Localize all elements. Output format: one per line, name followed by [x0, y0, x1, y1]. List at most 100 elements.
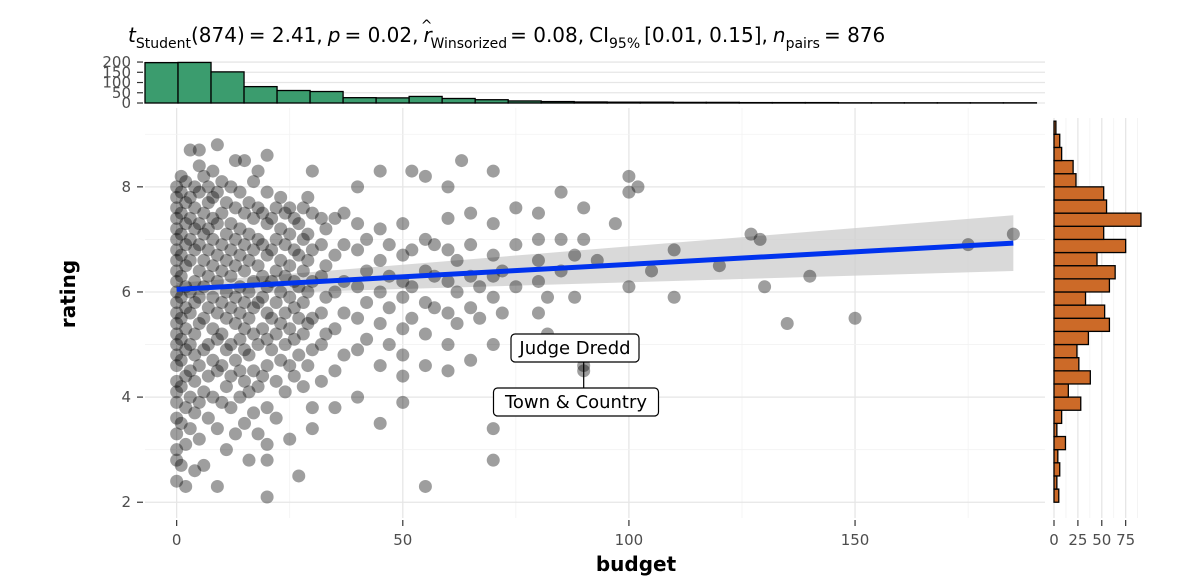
- scatter-point: [228, 290, 242, 304]
- scatter-point: [256, 206, 270, 220]
- scatter-point: [464, 238, 478, 252]
- scatter-point: [265, 211, 279, 225]
- scatter-point: [179, 401, 193, 415]
- scatter-point: [360, 295, 374, 309]
- scatter-point: [283, 259, 297, 273]
- scatter-point: [396, 322, 410, 336]
- scatter-point: [260, 148, 274, 162]
- scatter-point: [531, 274, 545, 288]
- scatter-point: [233, 390, 247, 404]
- right-hist-bar: [1053, 449, 1059, 464]
- right-hist-bar: [1053, 475, 1058, 490]
- top-hist-bar: [177, 61, 212, 104]
- scatter-point: [206, 232, 220, 246]
- scatter-point: [237, 238, 251, 252]
- scatter-point: [183, 253, 197, 267]
- scatter-point: [192, 185, 206, 199]
- scatter-point: [192, 432, 206, 446]
- scatter-point: [174, 290, 188, 304]
- scatter-point: [179, 175, 193, 189]
- scatter-point: [174, 332, 188, 346]
- scatter-point: [242, 196, 256, 210]
- scatter-point: [170, 427, 184, 441]
- scatter-point: [179, 259, 193, 273]
- scatter-point: [197, 343, 211, 357]
- scatter-point: [283, 227, 297, 241]
- scatter-point: [373, 164, 387, 178]
- scatter-point: [201, 338, 215, 352]
- scatter-point: [206, 259, 220, 273]
- x-axis-title: budget: [596, 552, 677, 576]
- subtitle-ci-sub: 95%: [609, 36, 640, 52]
- scatter-point: [242, 227, 256, 241]
- scatter-point: [360, 264, 374, 278]
- scatter-point: [174, 227, 188, 241]
- scatter-point: [328, 248, 342, 262]
- scatter-point: [328, 364, 342, 378]
- top-hist-bar: [639, 101, 674, 104]
- scatter-point: [373, 253, 387, 267]
- scatter-point: [183, 232, 197, 246]
- scatter-point: [509, 280, 523, 294]
- scatter-point: [848, 311, 862, 325]
- scatter-point: [188, 180, 202, 194]
- scatter-point: [210, 217, 224, 231]
- scatter-point: [283, 290, 297, 304]
- scatter-point: [305, 164, 319, 178]
- scatter-point: [179, 343, 193, 357]
- scatter-point: [170, 274, 184, 288]
- scatter-point: [464, 206, 478, 220]
- scatter-point: [373, 359, 387, 373]
- scatter-point: [509, 201, 523, 215]
- scatter-point: [577, 232, 591, 246]
- scatter-point: [486, 164, 500, 178]
- scatter-point: [188, 222, 202, 236]
- scatter-point: [192, 217, 206, 231]
- scatter-point: [237, 343, 251, 357]
- scatter-point: [405, 243, 419, 257]
- scatter-point: [328, 211, 342, 225]
- scatter-point: [224, 369, 238, 383]
- scatter-point: [296, 295, 310, 309]
- scatter-point: [405, 164, 419, 178]
- scatter-point: [197, 206, 211, 220]
- scatter-point: [305, 401, 319, 415]
- scatter-point: [301, 317, 315, 331]
- scatter-point: [237, 154, 251, 168]
- scatter-point: [219, 227, 233, 241]
- scatter-point: [337, 348, 351, 362]
- scatter-point: [174, 206, 188, 220]
- scatter-point: [174, 458, 188, 472]
- scatter-point: [314, 238, 328, 252]
- scatter-points: [170, 138, 1020, 504]
- scatter-point: [287, 369, 301, 383]
- scatter-point: [251, 295, 265, 309]
- scatter-point: [224, 338, 238, 352]
- scatter-point: [183, 364, 197, 378]
- right-hist-bar: [1053, 357, 1080, 372]
- scatter-point: [179, 437, 193, 451]
- scatter-point: [188, 327, 202, 341]
- right-hist-tick-label: 75: [1116, 531, 1135, 549]
- right-hist-bar: [1053, 146, 1063, 162]
- scatter-point: [305, 311, 319, 325]
- scatter-point: [278, 238, 292, 252]
- scatter-point: [215, 175, 229, 189]
- scatter-point: [269, 411, 283, 425]
- scatter-point: [283, 201, 297, 215]
- top-hist-tick-label: 150: [102, 63, 131, 81]
- scatter-point: [305, 422, 319, 436]
- scatter-point: [170, 211, 184, 225]
- scatter-point: [531, 232, 545, 246]
- scatter-point: [170, 253, 184, 267]
- scatter-point: [265, 311, 279, 325]
- top-hist-bar: [540, 100, 575, 104]
- top-hist-bar: [573, 101, 608, 104]
- right-hist-bar: [1053, 173, 1077, 188]
- scatter-point: [441, 338, 455, 352]
- scatter-point: [224, 269, 238, 283]
- scatter-point: [228, 259, 242, 273]
- annotations: Judge Dredd Town & Country: [492, 333, 660, 417]
- scatter-point: [210, 479, 224, 493]
- scatter-point: [441, 180, 455, 194]
